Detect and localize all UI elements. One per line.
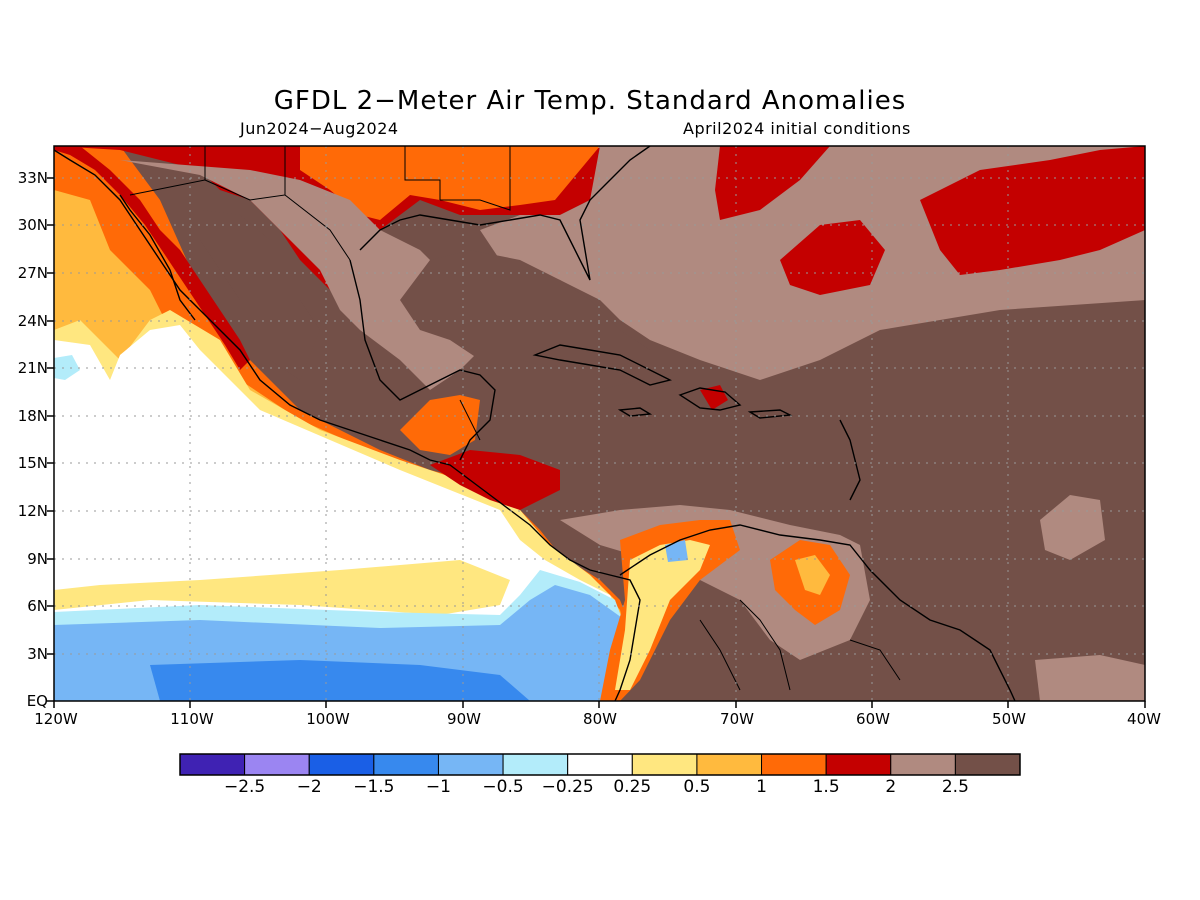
colorbar-swatch xyxy=(308,753,375,776)
map-title: GFDL 2−Meter Air Temp. Standard Anomalie… xyxy=(273,86,907,116)
colorbar-label: −0.5 xyxy=(482,777,524,797)
field-colombia-blue xyxy=(665,540,688,562)
lon-label: 70W xyxy=(720,710,754,728)
lat-label: 15N xyxy=(17,454,48,472)
colorbar-swatch xyxy=(631,753,698,776)
colorbar-label: 1 xyxy=(756,777,767,797)
lon-label: 60W xyxy=(856,710,890,728)
colorbar-label: 0.25 xyxy=(613,777,652,797)
field-us-orange xyxy=(300,146,600,220)
lat-label: 12N xyxy=(17,502,48,520)
lat-label: 18N xyxy=(17,407,48,425)
colorbar-swatch xyxy=(761,753,827,776)
borders xyxy=(129,146,901,691)
colorbar-label: 1.5 xyxy=(812,777,840,797)
field-venezuela-yellow xyxy=(795,555,830,595)
lat-label: 27N xyxy=(17,264,48,282)
field-gulf-darkbrown xyxy=(400,250,650,390)
field-mexico-brown-light xyxy=(120,160,480,390)
field-atlantic-red-3 xyxy=(920,146,1145,275)
colorbar-swatch xyxy=(437,753,504,776)
colorbar-swatch xyxy=(954,753,1021,776)
field-pacific-coast-red xyxy=(54,146,250,370)
lat-label: 6N xyxy=(27,597,48,615)
colorbar-label: −1.5 xyxy=(353,777,395,797)
field-atlantic-red-2 xyxy=(780,220,885,295)
axis-ticks xyxy=(47,177,1146,708)
field-atlantic-red-1 xyxy=(715,146,830,220)
colorbar-label: 2.5 xyxy=(941,777,969,797)
lat-label: 21N xyxy=(17,359,48,377)
colorbar-swatch xyxy=(567,753,633,776)
lon-label: 50W xyxy=(992,710,1026,728)
lon-label: 40W xyxy=(1127,710,1161,728)
lat-label: 24N xyxy=(17,312,48,330)
lon-label: 110W xyxy=(170,710,214,728)
field-south-america-light xyxy=(1035,655,1145,701)
field-ne-brazil-light xyxy=(1040,495,1105,560)
colorbar-label: −0.25 xyxy=(541,777,594,797)
lon-label: 100W xyxy=(306,710,350,728)
colorbar-swatch xyxy=(696,753,763,776)
field-cyan-spot xyxy=(54,355,80,380)
colorbar-label: 2 xyxy=(885,777,897,797)
field-mexico-darkbrown xyxy=(200,210,320,380)
colorbar-label: −2.5 xyxy=(223,777,266,797)
season-label: Jun2024−Aug2024 xyxy=(240,119,399,138)
lat-label: EQ xyxy=(26,692,48,710)
lon-label: 90W xyxy=(447,710,481,728)
colorbar-swatch xyxy=(890,753,956,776)
colorbar-label: −2 xyxy=(296,777,322,797)
lat-label: 30N xyxy=(17,216,48,234)
field-yucatan-orange xyxy=(400,395,480,455)
colorbar-swatch xyxy=(502,753,569,776)
graticule xyxy=(54,146,1145,701)
lon-label: 120W xyxy=(34,710,78,728)
colorbar-swatch xyxy=(373,753,439,776)
lat-label: 3N xyxy=(27,645,48,663)
lon-label: 80W xyxy=(583,710,617,728)
lat-label: 9N xyxy=(27,550,48,568)
field-pacific-blue xyxy=(150,660,530,701)
colorbar-swatch xyxy=(244,753,310,776)
coastlines xyxy=(54,146,1016,701)
colorbar-frame xyxy=(179,753,1021,776)
colorbar-label: −1 xyxy=(425,777,451,797)
init-conditions-label: April2024 initial conditions xyxy=(683,119,911,138)
lat-label: 33N xyxy=(17,169,48,187)
field-colombia-yellow xyxy=(615,540,710,690)
colorbar-swatch xyxy=(825,753,892,776)
colorbar-swatch xyxy=(179,753,246,776)
colorbar-label: 0.5 xyxy=(683,777,711,797)
field-centam-red xyxy=(430,450,560,510)
